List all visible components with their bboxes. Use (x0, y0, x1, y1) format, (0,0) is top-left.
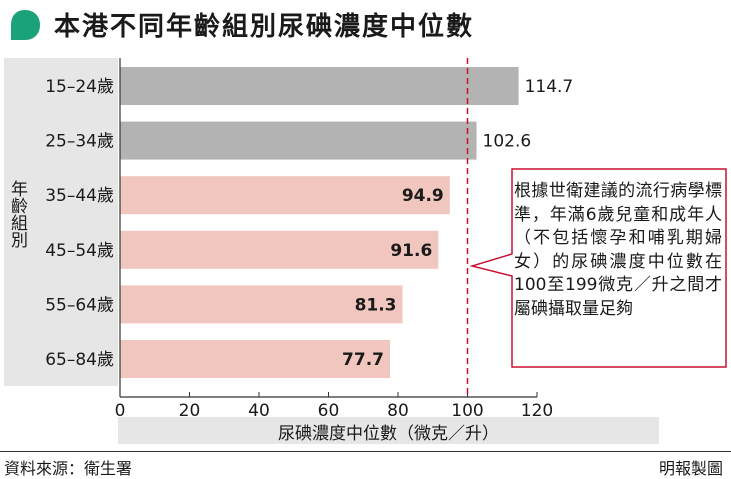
value-label: 114.7 (525, 77, 574, 97)
bar (120, 121, 477, 160)
x-tick-label: 80 (387, 401, 409, 420)
value-label: 94.9 (402, 186, 444, 206)
value-label: 91.6 (390, 241, 432, 261)
category-label: 25–34歲 (45, 132, 114, 152)
category-label: 45–54歲 (45, 241, 114, 261)
x-tick-label: 40 (248, 401, 270, 420)
x-tick-label: 120 (521, 401, 553, 420)
category-label: 35–44歲 (45, 186, 114, 206)
bar (120, 230, 439, 269)
title-bar: 本港不同年齡組別尿碘濃度中位數 (0, 0, 731, 52)
x-tick-label: 20 (179, 401, 201, 420)
category-label: 65–84歲 (45, 350, 114, 370)
credit-text: 明報製圖 (658, 459, 723, 478)
category-label: 15–24歲 (45, 77, 114, 97)
bar-chart: 15–24歲 114.7 25–34歲 102.6 35–44歲 94.9 45–54歲 91… (30, 58, 574, 420)
bar (120, 67, 519, 105)
callout-box (470, 168, 727, 368)
x-tick-label: 100 (451, 401, 483, 420)
y-axis-title: 年齡組別 (7, 180, 27, 248)
callout-text: 根據世衛建議的流行病學標準，年滿6歲兒童和成年人（不包括懷孕和哺乳期婦女）的尿碘… (514, 181, 722, 319)
speech-bubble-icon (11, 10, 40, 40)
x-tick-label: 0 (115, 401, 126, 420)
bar (120, 176, 450, 215)
bar (120, 340, 391, 378)
x-tick-label: 60 (318, 401, 340, 420)
value-label: 77.7 (342, 350, 384, 370)
x-axis-band (118, 417, 659, 444)
x-axis-title: 尿碘濃度中位數（微克／升） (278, 424, 499, 444)
value-label: 102.6 (483, 132, 532, 152)
chart-title: 本港不同年齡組別尿碘濃度中位數 (54, 12, 475, 42)
bar (120, 285, 403, 324)
source-text: 資料來源：衛生署 (4, 459, 133, 478)
category-label-band (30, 58, 118, 386)
category-label: 55–64歲 (45, 295, 114, 315)
value-label: 81.3 (355, 295, 397, 315)
footer-divider (0, 451, 731, 452)
y-axis-band (4, 58, 30, 386)
